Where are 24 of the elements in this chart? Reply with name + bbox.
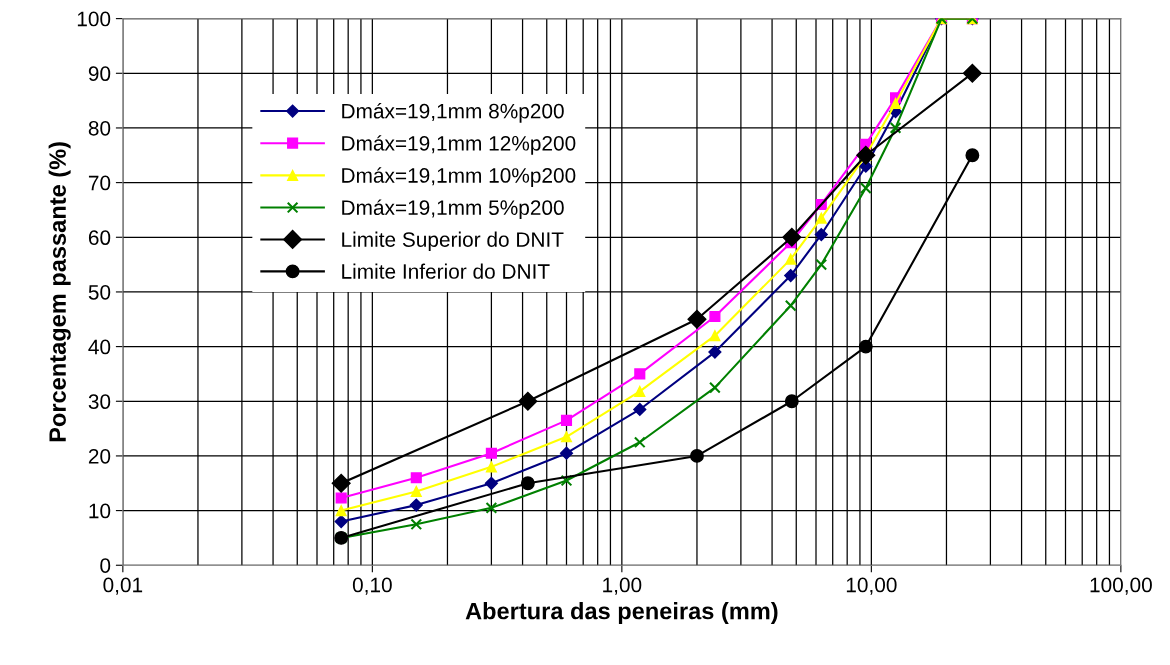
y-tick-label: 80 [88, 120, 111, 136]
y-tick-label: 10 [89, 503, 111, 519]
y-tick-label: 20 [88, 448, 111, 464]
legend-label: Dmáx=19,1mm 12%p200 [342, 135, 576, 155]
legend-label: Dmáx=19,1mm 5%p200 [342, 199, 564, 220]
x-tick-label: 100,00 [1090, 577, 1152, 595]
x-tick-label: 0,10 [352, 577, 392, 595]
y-tick-label: 100 [77, 11, 111, 27]
legend-label: Limite Superior do DNIT [342, 231, 564, 252]
legend-label: Dmáx=19,1mm 8%p200 [342, 102, 564, 123]
x-tick-label: 0,01 [103, 577, 143, 595]
y-axis-title: Porcentagem passante (%) [48, 142, 71, 442]
x-tick-label: 10,00 [846, 577, 897, 595]
y-tick-label: 40 [88, 339, 111, 355]
y-tick-label: 50 [88, 284, 111, 300]
x-axis-title: Abertura das peneiras (mm) [465, 602, 778, 625]
legend-label: Limite Inferior do DNIT [342, 263, 550, 279]
y-tick-label: 60 [88, 230, 111, 246]
y-tick-label: 70 [88, 175, 111, 191]
y-tick-label: 0 [100, 558, 111, 573]
y-tick-label: 30 [88, 394, 111, 410]
legend-label: Dmáx=19,1mm 10%p200 [342, 167, 576, 187]
y-tick-label: 90 [88, 66, 111, 82]
x-tick-label: 1,00 [603, 577, 642, 595]
